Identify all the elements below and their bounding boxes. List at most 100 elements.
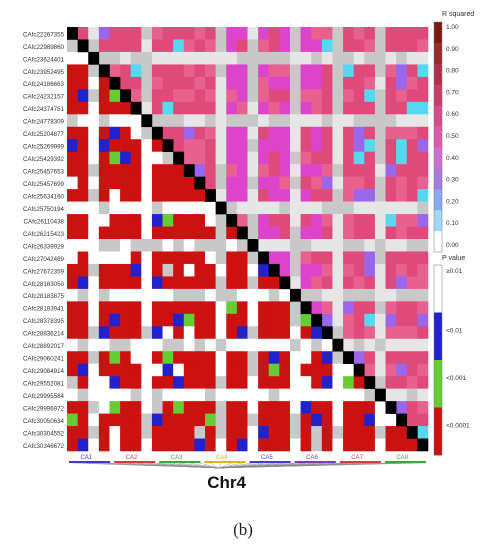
p-cell	[77, 276, 89, 290]
p-cell	[77, 114, 89, 128]
r2-cell	[332, 226, 344, 240]
p-cell	[162, 176, 174, 190]
p-cell	[130, 401, 142, 414]
p-cell	[88, 89, 100, 103]
legend-r2-tick: 0.10	[446, 220, 459, 227]
r2-cell	[406, 251, 418, 265]
p-cell	[300, 413, 312, 427]
r2-cell	[343, 139, 354, 153]
r2-cell	[98, 51, 110, 65]
p-cell	[194, 326, 206, 340]
p-cell	[67, 164, 78, 177]
p-cell	[67, 114, 78, 128]
diagonal-cell	[98, 64, 110, 78]
p-cell	[205, 326, 216, 340]
p-cell	[332, 401, 344, 414]
p-cell	[374, 438, 386, 452]
p-cell	[130, 288, 142, 302]
p-cell	[385, 438, 397, 452]
p-cell	[279, 326, 291, 340]
r2-cell	[364, 27, 376, 40]
r2-cell	[268, 239, 280, 252]
group-label: CA2	[126, 455, 138, 461]
r2-cell	[226, 89, 238, 103]
p-cell	[247, 326, 259, 340]
r2-cell	[343, 214, 354, 227]
r2-cell	[162, 76, 174, 90]
p-cell	[183, 176, 195, 190]
p-cell	[88, 201, 100, 215]
p-cell	[173, 376, 185, 389]
r2-cell	[364, 338, 376, 352]
p-cell	[332, 363, 344, 377]
p-cell	[215, 263, 227, 277]
p-cell	[247, 413, 259, 427]
r2-cell	[385, 126, 397, 140]
r2-cell	[406, 388, 418, 402]
p-cell	[130, 438, 142, 452]
r2-cell	[321, 263, 333, 277]
r2-cell	[343, 176, 354, 190]
r2-cell	[321, 276, 333, 290]
marker-label: CAfc28892017	[23, 343, 64, 350]
r2-cell	[343, 263, 354, 277]
p-cell	[215, 413, 227, 427]
r2-cell	[417, 114, 429, 128]
marker-label: CAfc23952495	[23, 69, 64, 76]
r2-cell	[279, 139, 291, 153]
p-cell	[77, 176, 89, 190]
r2-cell	[226, 76, 238, 90]
p-cell	[162, 313, 174, 327]
r2-cell	[120, 76, 132, 90]
r2-cell	[406, 151, 418, 165]
p-cell	[268, 276, 280, 290]
r2-cell	[258, 226, 270, 240]
r2-cell	[247, 101, 259, 115]
connector-line	[189, 462, 219, 469]
r2-cell	[396, 363, 408, 377]
r2-cell	[258, 51, 270, 65]
r2-cell	[343, 39, 354, 53]
p-cell	[247, 438, 259, 452]
p-cell	[226, 226, 238, 240]
p-cell	[130, 226, 142, 240]
p-cell	[120, 351, 132, 365]
p-cell	[183, 301, 195, 315]
r2-cell	[343, 288, 354, 302]
r2-cell	[268, 101, 280, 115]
p-cell	[77, 76, 89, 90]
p-cell	[67, 313, 78, 327]
r2-cell	[353, 27, 365, 40]
p-cell	[353, 438, 365, 452]
r2-cell	[311, 189, 323, 202]
r2-cell	[141, 27, 153, 40]
p-cell	[194, 263, 206, 277]
p-cell	[364, 388, 376, 402]
p-cell	[173, 263, 185, 277]
legend-p-title: P value	[442, 255, 465, 262]
p-cell	[321, 413, 333, 427]
r2-cell	[321, 39, 333, 53]
r2-cell	[289, 226, 301, 240]
p-cell	[141, 176, 153, 190]
r2-cell	[353, 201, 365, 215]
diagonal-cell	[258, 251, 270, 265]
r2-cell	[417, 276, 429, 290]
p-cell	[236, 388, 248, 402]
r2-cell	[247, 114, 259, 128]
p-cell	[311, 363, 323, 377]
r2-cell	[279, 226, 291, 240]
r2-cell	[289, 51, 301, 65]
r2-cell	[300, 101, 312, 115]
p-cell	[183, 388, 195, 402]
r2-cell	[343, 27, 354, 40]
p-cell	[279, 388, 291, 402]
r2-cell	[130, 51, 142, 65]
r2-cell	[311, 201, 323, 215]
r2-cell	[406, 39, 418, 53]
p-cell	[67, 201, 78, 215]
p-cell	[120, 164, 132, 177]
p-cell	[109, 226, 121, 240]
r2-cell	[300, 51, 312, 65]
r2-cell	[247, 126, 259, 140]
